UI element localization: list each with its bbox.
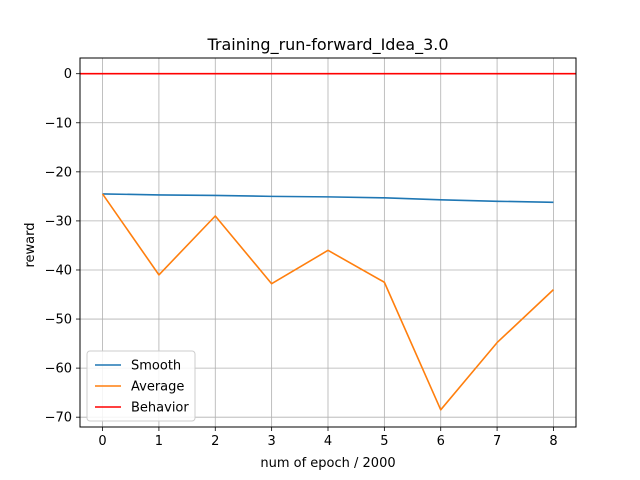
- series-line-smooth: [102, 193, 554, 204]
- x-tick-label: 5: [380, 434, 388, 449]
- chart-title: Training_run-forward_Idea_3.0: [206, 35, 448, 55]
- y-tick-label: −60: [45, 362, 72, 377]
- legend-label: Behavior: [131, 401, 189, 416]
- legend-label: Smooth: [131, 359, 181, 374]
- x-tick-label: 1: [155, 434, 163, 449]
- series-lines: [80, 72, 576, 411]
- x-tick-label: 0: [98, 434, 106, 449]
- x-tick-label: 3: [267, 434, 275, 449]
- y-tick-label: −40: [45, 263, 72, 278]
- grid: [80, 58, 576, 427]
- y-tick-label: −50: [45, 313, 72, 328]
- y-tick-label: −20: [45, 165, 72, 180]
- x-tick-label: 2: [211, 434, 219, 449]
- x-tick-label: 7: [493, 434, 501, 449]
- x-axis-label: num of epoch / 2000: [260, 456, 395, 471]
- x-tick-label: 8: [549, 434, 557, 449]
- x-tick-label: 6: [437, 434, 445, 449]
- legend-label: Average: [131, 380, 184, 395]
- y-tick-label: 0: [64, 67, 72, 82]
- y-tick-label: −10: [45, 116, 72, 131]
- y-tick-label: −70: [45, 411, 72, 426]
- x-tick-label: 4: [324, 434, 332, 449]
- y-tick-label: −30: [45, 214, 72, 229]
- legend-box: [86, 350, 196, 422]
- series-line-average: [101, 193, 555, 411]
- axis-ticks: 0 1 2 3 4 5 6 7 8 0 −10 −20 −30 −40 −50 −60 −70: [45, 67, 558, 449]
- y-axis-label: reward: [23, 222, 38, 267]
- legend: Smooth Average Behavior: [86, 350, 196, 422]
